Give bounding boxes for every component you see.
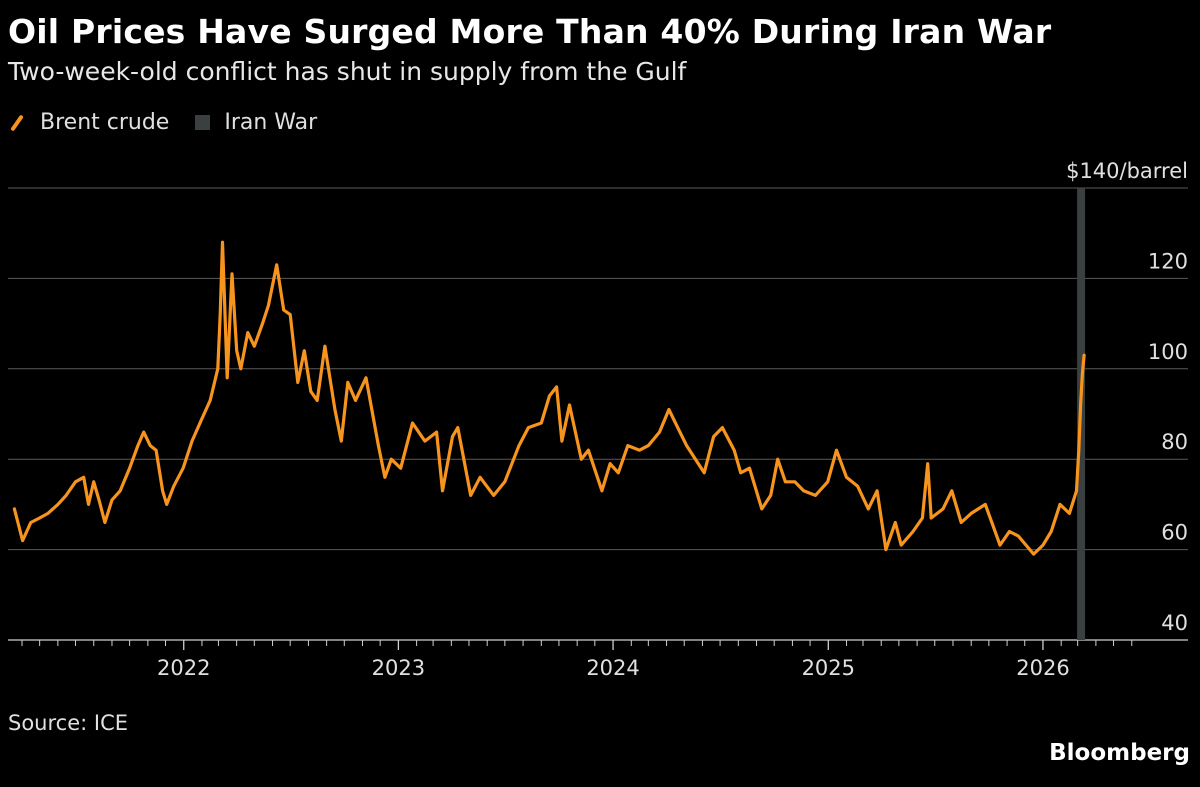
legend-item-iran-war: Iran War — [195, 110, 317, 135]
gridlines — [8, 187, 1188, 641]
x-tick-label-2022: 2022 — [157, 656, 210, 680]
y-tick-label-140: $140/barrel — [1066, 159, 1188, 183]
legend-item-brent: Brent crude — [8, 110, 169, 135]
y-tick-label-100: 100 — [1148, 340, 1188, 364]
x-tick-label-2026: 2026 — [1016, 656, 1069, 680]
bloomberg-logo: Bloomberg — [1049, 740, 1190, 766]
x-axis: 2022 2023 2024 2025 2026 — [21, 640, 1133, 680]
y-tick-label-80: 80 — [1161, 430, 1188, 454]
x-tick-label-2023: 2023 — [372, 656, 425, 680]
chart-subtitle: Two-week-old conflict has shut in supply… — [8, 57, 687, 86]
series-layer — [12, 240, 1086, 556]
y-tick-labels: $140/barrel 120 100 80 60 40 — [1066, 159, 1188, 635]
series-line-brent-crude — [12, 240, 1086, 556]
x-tick-label-2025: 2025 — [802, 656, 855, 680]
legend-label-iran-war: Iran War — [224, 110, 318, 135]
x-tick-label-2024: 2024 — [586, 656, 639, 680]
y-tick-label-120: 120 — [1148, 249, 1188, 273]
chart-title: Oil Prices Have Surged More Than 40% Dur… — [8, 12, 1052, 51]
y-tick-label-40: 40 — [1161, 611, 1188, 635]
legend: Brent crude Iran War — [8, 110, 343, 135]
legend-label-brent: Brent crude — [40, 110, 170, 135]
y-tick-label-60: 60 — [1161, 521, 1188, 545]
source-note: Source: ICE — [8, 711, 129, 735]
legend-area-swatch — [195, 115, 211, 130]
